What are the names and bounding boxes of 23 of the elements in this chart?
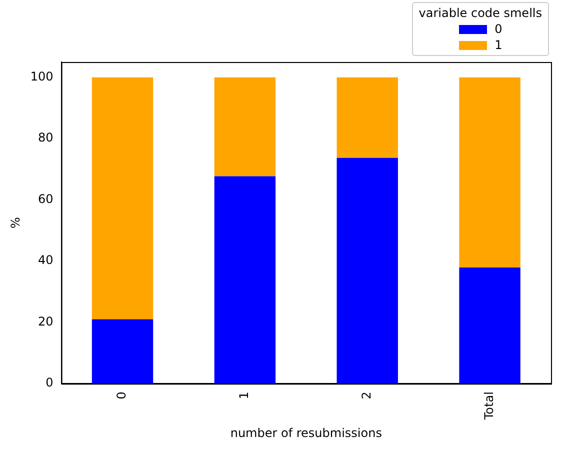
bar — [214, 77, 276, 176]
y-tick-label: 0 — [46, 376, 54, 390]
bar — [92, 319, 154, 384]
x-tick-label: 0 — [114, 392, 129, 400]
legend-title: variable code smells — [418, 6, 542, 20]
y-axis-title: % — [8, 217, 22, 228]
legend-label: 1 — [494, 38, 502, 52]
x-axis-title: number of resubmissions — [230, 426, 382, 440]
bar — [336, 77, 398, 158]
x-tick-label: 2 — [359, 392, 374, 400]
x-tick-label: Total — [482, 392, 496, 421]
x-tick-label: 1 — [237, 392, 252, 400]
y-tick-label: 100 — [30, 69, 54, 84]
bar — [459, 268, 520, 384]
bar — [336, 158, 398, 384]
y-tick-label: 40 — [38, 253, 54, 268]
bar — [459, 77, 520, 268]
bar — [92, 77, 154, 320]
y-tick-label: 60 — [38, 192, 54, 206]
legend-label: 0 — [494, 22, 502, 36]
y-tick-label: 80 — [38, 130, 54, 145]
y-tick-label: 20 — [38, 314, 54, 328]
bar — [214, 176, 276, 384]
